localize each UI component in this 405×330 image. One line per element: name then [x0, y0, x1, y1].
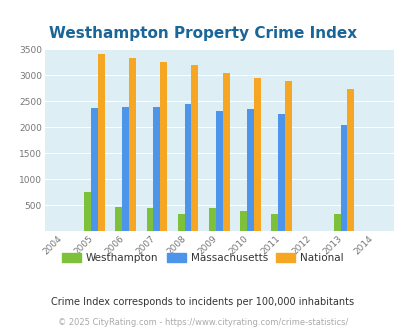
- Bar: [191, 65, 198, 231]
- Bar: [146, 208, 153, 231]
- Bar: [284, 81, 291, 231]
- Legend: Westhampton, Massachusetts, National: Westhampton, Massachusetts, National: [58, 249, 347, 267]
- Bar: [184, 105, 191, 231]
- Text: Crime Index corresponds to incidents per 100,000 inhabitants: Crime Index corresponds to incidents per…: [51, 297, 354, 307]
- Text: © 2025 CityRating.com - https://www.cityrating.com/crime-statistics/: © 2025 CityRating.com - https://www.city…: [58, 318, 347, 327]
- Bar: [153, 107, 160, 231]
- Bar: [122, 107, 129, 231]
- Bar: [340, 125, 347, 231]
- Bar: [222, 73, 229, 231]
- Text: Westhampton Property Crime Index: Westhampton Property Crime Index: [49, 26, 356, 41]
- Bar: [84, 192, 91, 231]
- Bar: [271, 214, 277, 231]
- Bar: [129, 58, 136, 231]
- Bar: [177, 214, 184, 231]
- Bar: [160, 62, 167, 231]
- Bar: [246, 109, 253, 231]
- Bar: [239, 211, 246, 231]
- Bar: [347, 89, 353, 231]
- Bar: [98, 54, 104, 231]
- Bar: [91, 108, 98, 231]
- Bar: [253, 78, 260, 231]
- Bar: [277, 114, 284, 231]
- Bar: [215, 111, 222, 231]
- Bar: [333, 214, 340, 231]
- Bar: [209, 208, 215, 231]
- Bar: [115, 207, 122, 231]
